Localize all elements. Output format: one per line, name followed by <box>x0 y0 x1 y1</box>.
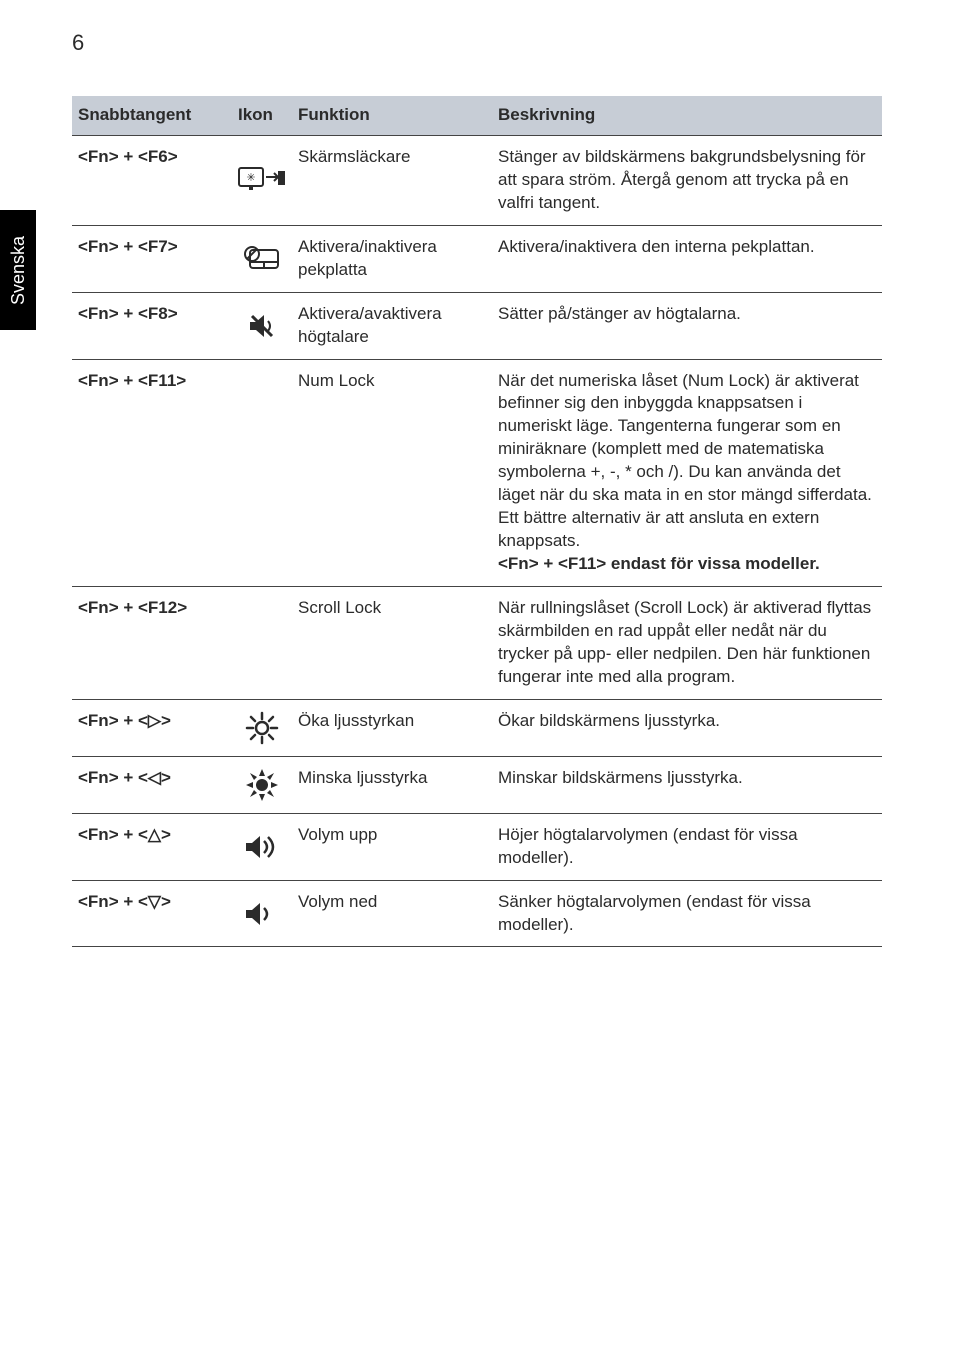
table-row: <Fn> + <F6> ✳ Skärmsläckare Stänger av b… <box>72 135 882 225</box>
table-row: <Fn> + <▷> <box>72 699 882 756</box>
speaker-mute-icon <box>232 292 292 359</box>
cell-desc: När rullningslåset (Scroll Lock) är akti… <box>492 586 882 699</box>
cell-func: Minska ljusstyrka <box>292 756 492 813</box>
volume-down-icon <box>232 880 292 947</box>
cell-key: <Fn> + <◁> <box>72 756 232 813</box>
th-key: Snabbtangent <box>72 96 232 135</box>
page-number: 6 <box>72 30 882 56</box>
volume-up-icon <box>232 813 292 880</box>
cell-desc: Ökar bildskärmens ljusstyrka. <box>492 699 882 756</box>
brightness-down-icon <box>232 756 292 813</box>
cell-key: <Fn> + <△> <box>72 813 232 880</box>
cell-desc: Sätter på/stänger av högtalarna. <box>492 292 882 359</box>
desc-text: När det numeriska låset (Num Lock) är ak… <box>498 371 872 551</box>
th-desc: Beskrivning <box>492 96 882 135</box>
cell-func: Volym ned <box>292 880 492 947</box>
cell-key: <Fn> + <F7> <box>72 225 232 292</box>
table-row: <Fn> + <▽> Volym ned Sänker högtalarvoly… <box>72 880 882 947</box>
cell-func: Volym upp <box>292 813 492 880</box>
cell-func: Num Lock <box>292 359 492 586</box>
scrolllock-icon <box>232 586 292 699</box>
table-row: <Fn> + <F7> Aktivera/inaktivera pekplatt… <box>72 225 882 292</box>
cell-func: Scroll Lock <box>292 586 492 699</box>
cell-key: <Fn> + <F12> <box>72 586 232 699</box>
cell-func: Aktivera/inaktivera pekplatta <box>292 225 492 292</box>
table-row: <Fn> + <F12> Scroll Lock När rullningslå… <box>72 586 882 699</box>
cell-key: <Fn> + <F8> <box>72 292 232 359</box>
svg-text:✳: ✳ <box>246 172 255 184</box>
cell-func: Öka ljusstyrkan <box>292 699 492 756</box>
language-tab: Svenska <box>0 210 36 330</box>
cell-desc: Stänger av bildskärmens bakgrundsbelysni… <box>492 135 882 225</box>
desc-extra: <Fn> + <F11> endast för vissa modeller. <box>498 554 820 573</box>
cell-desc: Minskar bildskärmens ljusstyrka. <box>492 756 882 813</box>
brightness-up-icon <box>232 699 292 756</box>
hotkey-table: Snabbtangent Ikon Funktion Beskrivning <… <box>72 96 882 947</box>
cell-key: <Fn> + <F11> <box>72 359 232 586</box>
screensaver-icon: ✳ <box>232 135 292 225</box>
cell-key: <Fn> + <▽> <box>72 880 232 947</box>
cell-key: <Fn> + <F6> <box>72 135 232 225</box>
th-func: Funktion <box>292 96 492 135</box>
cell-desc: Aktivera/inaktivera den interna pekplatt… <box>492 225 882 292</box>
cell-desc: När det numeriska låset (Num Lock) är ak… <box>492 359 882 586</box>
cell-desc: Höjer högtalarvolymen (endast för vissa … <box>492 813 882 880</box>
table-row: <Fn> + <F11> Num Lock När det numeriska … <box>72 359 882 586</box>
cell-desc: Sänker högtalarvolymen (endast för vissa… <box>492 880 882 947</box>
cell-func: Aktivera/avaktivera högtalare <box>292 292 492 359</box>
table-row: <Fn> + <◁> <box>72 756 882 813</box>
cell-key: <Fn> + <▷> <box>72 699 232 756</box>
table-row: <Fn> + <F8> Aktivera/avaktivera högtalar… <box>72 292 882 359</box>
th-icon: Ikon <box>232 96 292 135</box>
touchpad-icon <box>232 225 292 292</box>
cell-func: Skärmsläckare <box>292 135 492 225</box>
table-row: <Fn> + <△> Volym upp Höjer högtalarvolym… <box>72 813 882 880</box>
numlock-icon <box>232 359 292 586</box>
